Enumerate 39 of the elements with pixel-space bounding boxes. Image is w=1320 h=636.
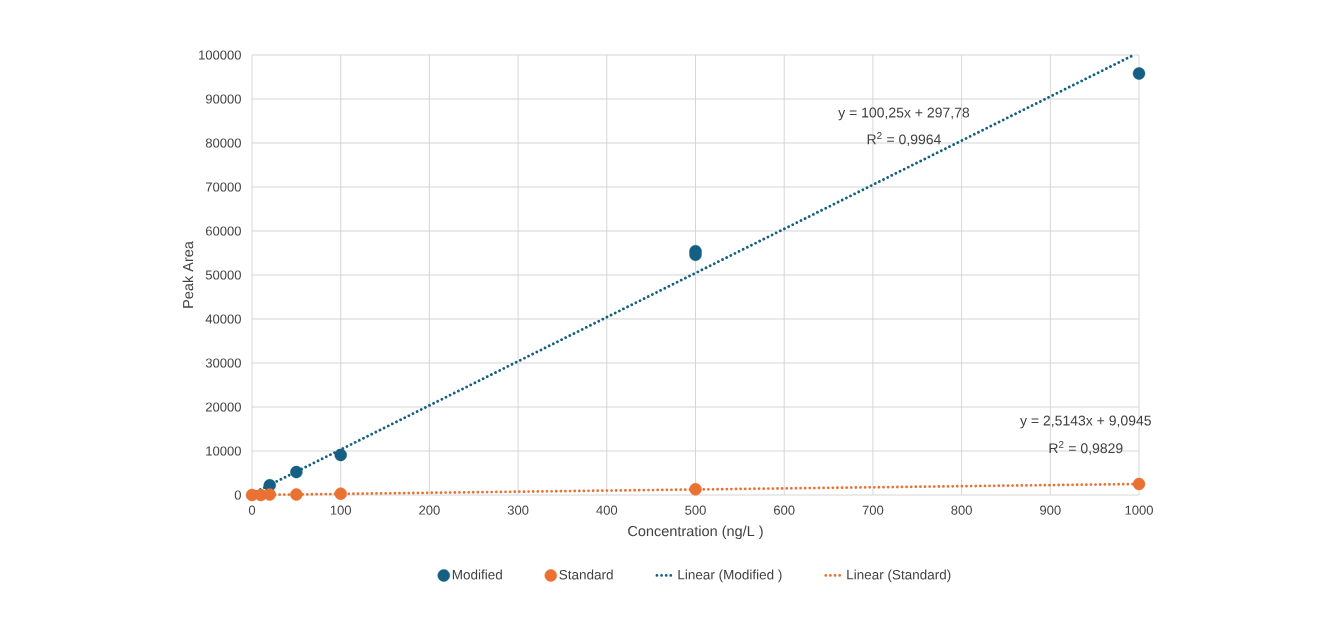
legend-label: Standard	[559, 569, 613, 580]
y-tick-label: 40000	[205, 314, 241, 324]
legend-label: Modified	[452, 569, 502, 580]
point	[1132, 67, 1146, 80]
annotation: R$^{2}$ = 0,9829	[1049, 441, 1123, 455]
x-tick-label: 0	[248, 505, 256, 515]
annotation: y = 100,25x + 297,78	[838, 107, 970, 121]
y-axis-title: Peak Area	[182, 241, 194, 308]
legend-label: Linear (Modified )	[678, 569, 782, 583]
point	[290, 488, 303, 501]
y-tick-label: 100000	[199, 50, 241, 60]
legend-label: Linear (Standard)	[847, 569, 951, 583]
y-tick-label: 70000	[205, 182, 241, 192]
x-tick-label: 800	[951, 505, 972, 515]
y-tick-label: 90000	[205, 94, 241, 104]
y-tick-label: 80000	[205, 138, 241, 148]
x-tick-label: 400	[596, 505, 618, 515]
point	[1132, 477, 1146, 491]
y-tick-label: 60000	[205, 226, 241, 236]
annotation: y = 2,5143x + 9,0945	[1020, 415, 1151, 429]
x-axis-title: Concentration (ng/L )	[628, 525, 763, 540]
point	[290, 465, 303, 479]
x-tick-label: 900	[1040, 505, 1061, 515]
point	[334, 448, 347, 462]
y-tick-label: 0	[234, 490, 241, 500]
x-tick-label: 100	[330, 505, 352, 515]
y-tick-label: 50000	[205, 270, 241, 280]
y-tick-label: 10000	[206, 446, 241, 456]
annotation: R$^{2}$ = 0,9964	[867, 132, 941, 146]
y-tick-label: 30000	[205, 358, 241, 368]
point	[334, 487, 347, 500]
x-tick-label: 300	[507, 505, 529, 515]
x-tick-label: 200	[419, 505, 440, 515]
x-tick-label: 700	[862, 505, 884, 515]
x-tick-label: 1000	[1125, 505, 1153, 515]
x-tick-label: 600	[774, 505, 795, 515]
x-tick-label: 500	[685, 505, 706, 515]
point	[689, 483, 702, 496]
y-tick-label: 20000	[205, 402, 241, 412]
